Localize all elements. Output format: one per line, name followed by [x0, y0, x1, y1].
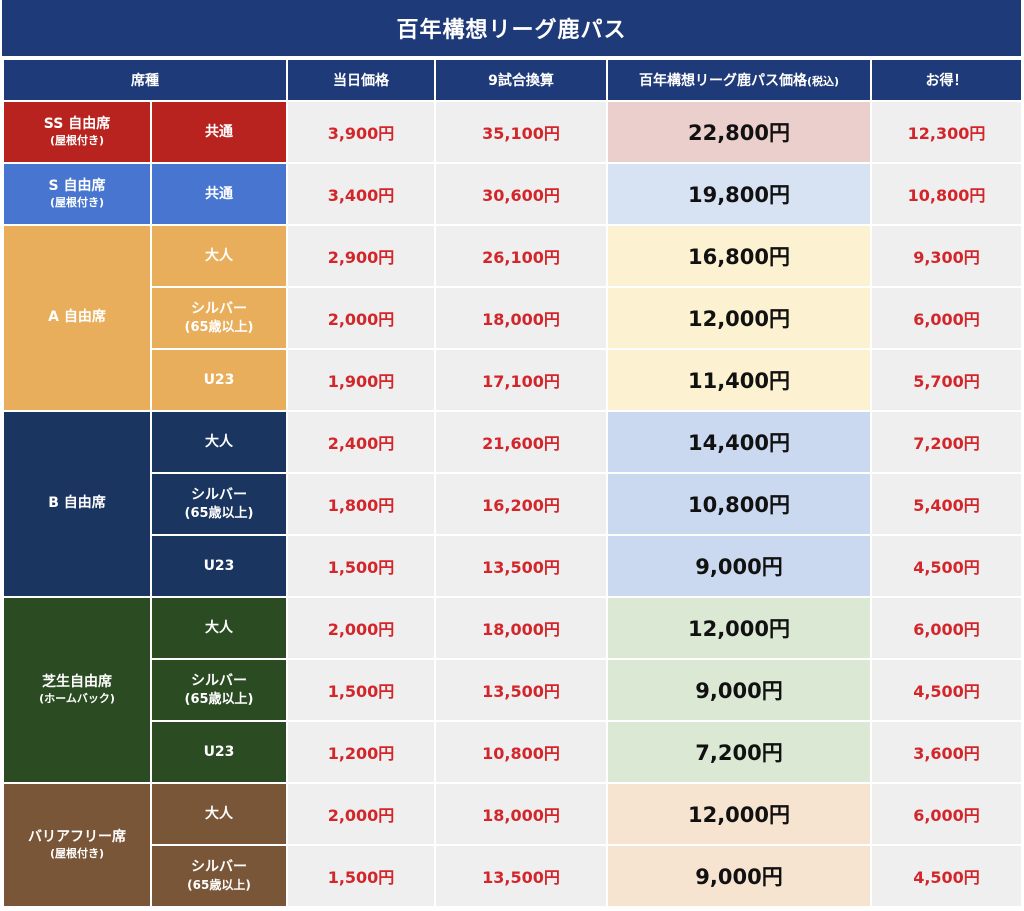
- header-pass-price: 百年構想リーグ鹿パス価格(税込): [606, 58, 872, 102]
- ticket-type: 共通: [150, 162, 288, 226]
- table-row: シルバー (65歳以上) 1,800円 16,200円 10,800円 5,400…: [3, 472, 1023, 536]
- savings: 5,700円: [870, 348, 1023, 412]
- savings: 6,000円: [870, 782, 1023, 846]
- day-price: 2,000円: [286, 782, 436, 846]
- day-price: 1,500円: [286, 658, 436, 722]
- savings: 3,600円: [870, 720, 1023, 784]
- day-price: 3,900円: [286, 100, 436, 164]
- category-s: S 自由席 (屋根付き): [2, 162, 152, 226]
- category-a: A 自由席: [2, 224, 152, 412]
- header-pass-price-label: 百年構想リーグ鹿パス価格: [638, 73, 807, 89]
- savings: 9,300円: [870, 224, 1023, 288]
- savings: 7,200円: [870, 410, 1023, 474]
- nine-games-price: 18,000円: [434, 596, 608, 660]
- table-title: 百年構想リーグ鹿パス: [2, 0, 1021, 58]
- ticket-type: U23: [150, 720, 288, 784]
- table-row: 芝生自由席 (ホームバック) 大人 2,000円 18,000円 12,000円 …: [2, 596, 1023, 784]
- pass-price: 22,800円: [606, 100, 872, 164]
- day-price: 3,400円: [286, 162, 436, 226]
- pass-price: 9,000円: [606, 658, 872, 722]
- table-row: U23 1,500円 13,500円 9,000円 4,500円: [3, 534, 1023, 598]
- header-pass-price-note: (税込): [806, 75, 840, 88]
- savings: 12,300円: [870, 100, 1023, 164]
- nine-games-price: 13,500円: [434, 658, 608, 722]
- day-price: 1,800円: [286, 472, 436, 536]
- ticket-type: シルバー (65歳以上): [150, 658, 288, 722]
- nine-games-price: 21,600円: [434, 410, 608, 474]
- nine-games-price: 26,100円: [434, 224, 608, 288]
- pass-price: 12,000円: [606, 286, 872, 350]
- table-row: シルバー (65歳以上) 2,000円 18,000円 12,000円 6,000…: [3, 286, 1023, 350]
- table-row: シルバー (65歳以上) 1,500円 13,500円 9,000円 4,500円: [3, 844, 1023, 908]
- savings: 4,500円: [870, 658, 1023, 722]
- day-price: 1,200円: [286, 720, 436, 784]
- table-row: バリアフリー席 (屋根付き) 大人 2,000円 18,000円 12,000円 …: [2, 782, 1023, 908]
- pass-price: 10,800円: [606, 472, 872, 536]
- pass-price: 19,800円: [606, 162, 872, 226]
- ticket-type: シルバー (65歳以上): [150, 844, 288, 908]
- ticket-type: シルバー (65歳以上): [150, 286, 288, 350]
- nine-games-price: 13,500円: [434, 844, 608, 908]
- day-price: 1,500円: [286, 534, 436, 598]
- category-barrier-free: バリアフリー席 (屋根付き): [2, 782, 152, 908]
- category-lawn: 芝生自由席 (ホームバック): [2, 596, 152, 784]
- table-row: シルバー (65歳以上) 1,500円 13,500円 9,000円 4,500円: [3, 658, 1023, 722]
- nine-games-price: 17,100円: [434, 348, 608, 412]
- pass-price: 9,000円: [606, 844, 872, 908]
- table-row: B 自由席 大人 2,400円 21,600円 14,400円 7,200円: [2, 410, 1023, 598]
- ticket-type: シルバー (65歳以上): [150, 472, 288, 536]
- pass-price: 9,000円: [606, 534, 872, 598]
- ticket-type: 大人: [150, 782, 288, 846]
- savings: 6,000円: [870, 596, 1023, 660]
- table-row: A 自由席 大人 2,900円 26,100円 16,800円 9,300円: [2, 224, 1023, 412]
- ticket-type: U23: [150, 534, 288, 598]
- day-price: 2,900円: [286, 224, 436, 288]
- ticket-type: 共通: [150, 100, 288, 164]
- ticket-type: 大人: [150, 596, 288, 660]
- savings: 6,000円: [870, 286, 1023, 350]
- pass-price: 7,200円: [606, 720, 872, 784]
- day-price: 2,000円: [286, 286, 436, 350]
- nine-games-price: 10,800円: [434, 720, 608, 784]
- nine-games-price: 16,200円: [434, 472, 608, 536]
- savings: 5,400円: [870, 472, 1023, 536]
- price-table: 席種 当日価格 9試合換算 百年構想リーグ鹿パス価格(税込) お得！ SS 自由…: [2, 58, 1023, 908]
- table-row: SS 自由席 (屋根付き) 共通 3,900円 35,100円 22,800円 1…: [2, 100, 1023, 164]
- nine-games-price: 18,000円: [434, 286, 608, 350]
- pass-price: 12,000円: [606, 782, 872, 846]
- category-b: B 自由席: [2, 410, 152, 598]
- pass-price: 11,400円: [606, 348, 872, 412]
- day-price: 2,400円: [286, 410, 436, 474]
- header-day-price: 当日価格: [286, 58, 436, 102]
- table-row: S 自由席 (屋根付き) 共通 3,400円 30,600円 19,800円 10…: [2, 162, 1023, 226]
- header-savings: お得！: [870, 58, 1023, 102]
- nine-games-price: 18,000円: [434, 782, 608, 846]
- table-row: U23 1,900円 17,100円 11,400円 5,700円: [3, 348, 1023, 412]
- table-row: U23 1,200円 10,800円 7,200円 3,600円: [3, 720, 1023, 784]
- savings: 4,500円: [870, 844, 1023, 908]
- nine-games-price: 30,600円: [434, 162, 608, 226]
- pass-price: 14,400円: [606, 410, 872, 474]
- category-ss: SS 自由席 (屋根付き): [2, 100, 152, 164]
- savings: 4,500円: [870, 534, 1023, 598]
- pass-price: 12,000円: [606, 596, 872, 660]
- pass-price: 16,800円: [606, 224, 872, 288]
- header-nine-games: 9試合換算: [434, 58, 608, 102]
- ticket-type: 大人: [150, 410, 288, 474]
- savings: 10,800円: [870, 162, 1023, 226]
- day-price: 2,000円: [286, 596, 436, 660]
- header-row: 席種 当日価格 9試合換算 百年構想リーグ鹿パス価格(税込) お得！: [2, 58, 1023, 102]
- ticket-type: 大人: [150, 224, 288, 288]
- nine-games-price: 35,100円: [434, 100, 608, 164]
- nine-games-price: 13,500円: [434, 534, 608, 598]
- day-price: 1,900円: [286, 348, 436, 412]
- day-price: 1,500円: [286, 844, 436, 908]
- header-seat: 席種: [2, 58, 288, 102]
- ticket-type: U23: [150, 348, 288, 412]
